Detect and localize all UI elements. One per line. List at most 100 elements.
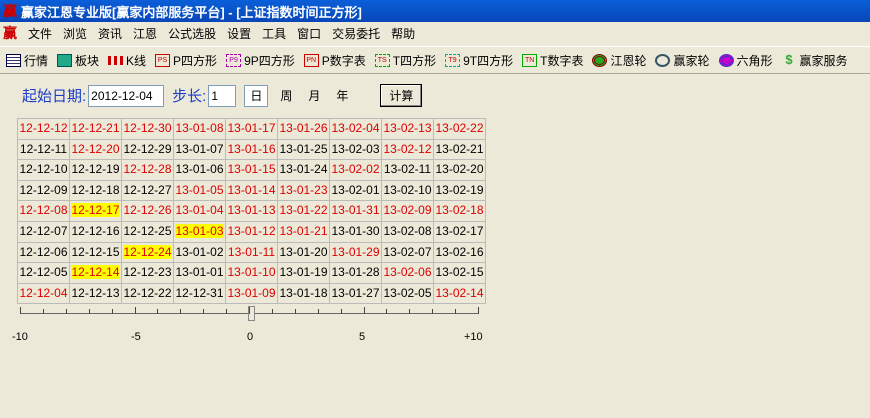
grid-cell[interactable]: 13-01-04 xyxy=(174,201,226,222)
grid-cell[interactable]: 13-01-17 xyxy=(226,119,278,140)
grid-cell[interactable]: 12-12-04 xyxy=(18,283,70,305)
menu-item[interactable]: 浏览 xyxy=(63,26,88,41)
grid-cell[interactable]: 12-12-21 xyxy=(70,119,122,140)
grid-cell[interactable]: 13-01-05 xyxy=(174,180,226,202)
offset-slider[interactable] xyxy=(20,306,479,321)
grid-cell[interactable]: 12-12-15 xyxy=(70,242,122,264)
grid-cell[interactable]: 13-01-24 xyxy=(278,160,330,181)
grid-cell[interactable]: 13-01-11 xyxy=(226,242,278,264)
grid-cell[interactable]: 12-12-11 xyxy=(18,139,70,161)
menu-item[interactable]: 窗口 xyxy=(297,26,322,41)
grid-cell[interactable]: 13-02-07 xyxy=(382,242,434,264)
grid-cell[interactable]: 13-01-18 xyxy=(278,283,330,305)
grid-cell[interactable]: 12-12-10 xyxy=(18,160,70,181)
grid-cell[interactable]: 13-02-03 xyxy=(330,139,382,161)
grid-cell[interactable]: 13-02-10 xyxy=(382,180,434,202)
grid-cell[interactable]: 13-01-31 xyxy=(330,201,382,222)
grid-cell[interactable]: 13-01-07 xyxy=(174,139,226,161)
unit-option[interactable]: 年 xyxy=(336,89,349,103)
grid-cell[interactable]: 12-12-08 xyxy=(18,201,70,222)
grid-cell[interactable]: 13-01-10 xyxy=(226,263,278,284)
menu-item[interactable]: 设置 xyxy=(227,26,252,41)
menu-item[interactable]: 交易委托 xyxy=(332,26,381,41)
grid-cell[interactable]: 12-12-13 xyxy=(70,283,122,305)
grid-cell[interactable]: 12-12-31 xyxy=(174,283,226,305)
grid-cell[interactable]: 13-02-17 xyxy=(434,221,486,243)
grid-cell[interactable]: 13-02-20 xyxy=(434,160,486,181)
toolbar-sector-blocks-button[interactable]: 板块 xyxy=(57,52,99,69)
grid-cell[interactable]: 12-12-05 xyxy=(18,263,70,284)
toolbar-candlestick-button[interactable]: K线 xyxy=(108,52,146,69)
toolbar-ps-button[interactable]: PS P四方形 xyxy=(155,52,217,69)
grid-cell[interactable]: 13-02-22 xyxy=(434,119,486,140)
grid-cell[interactable]: 13-01-28 xyxy=(330,263,382,284)
grid-cell[interactable]: 13-01-25 xyxy=(278,139,330,161)
grid-cell[interactable]: 13-01-03 xyxy=(174,221,226,243)
grid-cell[interactable]: 12-12-24 xyxy=(122,242,174,264)
step-input[interactable] xyxy=(208,84,237,107)
grid-cell[interactable]: 13-02-14 xyxy=(434,283,486,305)
grid-cell[interactable]: 12-12-16 xyxy=(70,221,122,243)
toolbar-ts-button[interactable]: TS T四方形 xyxy=(374,52,436,69)
grid-cell[interactable]: 13-01-16 xyxy=(226,139,278,161)
grid-cell[interactable]: 13-01-15 xyxy=(226,160,278,181)
grid-cell[interactable]: 12-12-06 xyxy=(18,242,70,264)
grid-cell[interactable]: 12-12-25 xyxy=(122,221,174,243)
grid-cell[interactable]: 12-12-27 xyxy=(122,180,174,202)
grid-cell[interactable]: 13-02-08 xyxy=(382,221,434,243)
grid-cell[interactable]: 13-01-19 xyxy=(278,263,330,284)
grid-cell[interactable]: 13-02-12 xyxy=(382,139,434,161)
grid-cell[interactable]: 13-01-08 xyxy=(174,119,226,140)
grid-cell[interactable]: 13-02-02 xyxy=(330,160,382,181)
grid-cell[interactable]: 13-02-06 xyxy=(382,263,434,284)
menu-item[interactable]: 公式选股 xyxy=(168,26,217,41)
grid-cell[interactable]: 13-01-27 xyxy=(330,283,382,305)
grid-cell[interactable]: 12-12-20 xyxy=(70,139,122,161)
grid-cell[interactable]: 13-01-12 xyxy=(226,221,278,243)
menu-item[interactable]: 资讯 xyxy=(98,26,123,41)
unit-option[interactable]: 日 xyxy=(244,85,269,107)
unit-option[interactable]: 周 xyxy=(280,89,293,103)
toolbar-p9-button[interactable]: P9 9P四方形 xyxy=(226,52,295,69)
grid-cell[interactable]: 13-02-13 xyxy=(382,119,434,140)
toolbar-t9-button[interactable]: T9 9T四方形 xyxy=(445,52,513,69)
grid-cell[interactable]: 12-12-30 xyxy=(122,119,174,140)
grid-cell[interactable]: 13-01-14 xyxy=(226,180,278,202)
grid-cell[interactable]: 13-02-21 xyxy=(434,139,486,161)
grid-cell[interactable]: 13-01-01 xyxy=(174,263,226,284)
toolbar-gann-wheel-button[interactable]: 江恩轮 xyxy=(592,52,646,69)
grid-cell[interactable]: 13-02-05 xyxy=(382,283,434,305)
grid-cell[interactable]: 12-12-29 xyxy=(122,139,174,161)
grid-cell[interactable]: 13-02-19 xyxy=(434,180,486,202)
unit-option[interactable]: 月 xyxy=(308,89,321,103)
grid-cell[interactable]: 13-01-02 xyxy=(174,242,226,264)
grid-cell[interactable]: 13-01-29 xyxy=(330,242,382,264)
grid-cell[interactable]: 12-12-07 xyxy=(18,221,70,243)
grid-cell[interactable]: 12-12-09 xyxy=(18,180,70,202)
grid-cell[interactable]: 13-01-22 xyxy=(278,201,330,222)
grid-cell[interactable]: 12-12-18 xyxy=(70,180,122,202)
grid-cell[interactable]: 13-02-11 xyxy=(382,160,434,181)
grid-cell[interactable]: 13-01-23 xyxy=(278,180,330,202)
grid-cell[interactable]: 12-12-28 xyxy=(122,160,174,181)
grid-cell[interactable]: 13-01-09 xyxy=(226,283,278,305)
calculate-button[interactable]: 计算 xyxy=(380,84,423,107)
menu-item[interactable]: 文件 xyxy=(28,26,53,41)
grid-cell[interactable]: 13-01-30 xyxy=(330,221,382,243)
grid-cell[interactable]: 13-01-26 xyxy=(278,119,330,140)
grid-cell[interactable]: 13-01-20 xyxy=(278,242,330,264)
grid-cell[interactable]: 13-02-04 xyxy=(330,119,382,140)
slider-thumb[interactable] xyxy=(248,306,255,321)
start-date-input[interactable] xyxy=(88,84,165,107)
grid-cell[interactable]: 13-02-15 xyxy=(434,263,486,284)
grid-cell[interactable]: 12-12-22 xyxy=(122,283,174,305)
grid-cell[interactable]: 12-12-12 xyxy=(18,119,70,140)
grid-cell[interactable]: 13-02-09 xyxy=(382,201,434,222)
grid-cell[interactable]: 13-02-01 xyxy=(330,180,382,202)
grid-cell[interactable]: 12-12-19 xyxy=(70,160,122,181)
grid-cell[interactable]: 12-12-14 xyxy=(70,263,122,284)
grid-cell[interactable]: 13-01-06 xyxy=(174,160,226,181)
grid-cell[interactable]: 12-12-23 xyxy=(122,263,174,284)
grid-cell[interactable]: 12-12-26 xyxy=(122,201,174,222)
grid-cell[interactable]: 12-12-17 xyxy=(70,201,122,222)
